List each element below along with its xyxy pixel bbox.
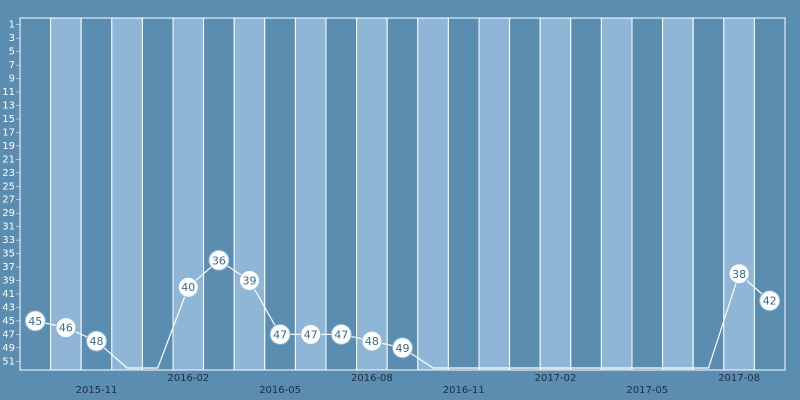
x-tick-label: 2016-02 [167, 373, 209, 384]
column-band [600, 17, 633, 371]
y-tick-label: 21 [2, 154, 15, 165]
point-label: 45 [28, 315, 42, 328]
column-band [447, 17, 480, 371]
point [208, 249, 230, 271]
column-band [325, 17, 358, 371]
y-tick-label: 39 [2, 276, 15, 287]
column-band [509, 17, 541, 371]
y-tick-label: 47 [2, 329, 15, 340]
y-tick-label: 31 [2, 222, 15, 233]
point [239, 270, 260, 291]
column-band [753, 17, 786, 371]
column-band [111, 17, 143, 371]
point [392, 337, 413, 359]
y-tick-label: 27 [2, 195, 15, 206]
point [759, 290, 781, 312]
x-tick-label: 2016-05 [259, 385, 301, 396]
x-tick-label: 2017-02 [535, 373, 577, 384]
y-tick-label: 41 [2, 289, 15, 300]
column-band [631, 17, 664, 371]
column-band [80, 17, 113, 371]
y-tick-label: 1 [9, 20, 15, 31]
column-band [692, 17, 725, 371]
y-tick-label: 35 [2, 249, 15, 260]
point-label: 47 [334, 328, 348, 341]
y-tick-label: 19 [2, 141, 15, 152]
column-band [356, 17, 388, 371]
y-tick-label: 7 [9, 60, 15, 71]
y-tick-label: 11 [2, 87, 15, 98]
point [55, 317, 77, 339]
point-label: 47 [273, 328, 287, 341]
y-tick-label: 51 [2, 356, 15, 367]
column-band [141, 17, 174, 371]
point-label: 39 [243, 275, 257, 288]
y-tick-label: 37 [2, 262, 15, 273]
y-tick-label: 33 [2, 235, 15, 246]
y-tick-label: 25 [2, 181, 15, 192]
point-label: 49 [396, 342, 410, 355]
column-band [50, 17, 82, 371]
x-tick-label: 2015-11 [76, 385, 118, 396]
x-tick-label: 2017-08 [718, 373, 760, 384]
point [361, 330, 383, 352]
column-band [417, 17, 449, 371]
column-band [386, 17, 419, 371]
y-tick-label: 5 [9, 47, 15, 58]
y-tick-label: 29 [2, 208, 15, 219]
y-tick-label: 9 [9, 74, 15, 85]
point [330, 323, 352, 345]
column-band [662, 17, 694, 371]
column-band [478, 17, 511, 371]
y-tick-label: 49 [2, 343, 15, 354]
column-band [723, 17, 755, 371]
column-band [570, 17, 602, 371]
x-tick-label: 2016-08 [351, 373, 393, 384]
column-band [539, 17, 572, 371]
y-tick-label: 17 [2, 127, 15, 138]
column-band [203, 17, 235, 371]
point-label: 48 [90, 335, 104, 348]
point-label: 46 [59, 322, 73, 335]
point-label: 36 [212, 254, 226, 267]
y-tick-label: 45 [2, 316, 15, 327]
x-tick-label: 2017-05 [626, 385, 668, 396]
x-tick-label: 2016-11 [443, 385, 485, 396]
column-band [264, 17, 296, 371]
y-tick-label: 43 [2, 302, 15, 313]
point [24, 310, 46, 332]
point [177, 276, 199, 298]
point-label: 42 [763, 295, 777, 308]
column-band [294, 17, 327, 371]
point-label: 47 [304, 328, 318, 341]
column-band [233, 17, 266, 371]
point [86, 330, 107, 352]
point-label: 40 [181, 281, 195, 294]
point-label: 38 [732, 268, 746, 281]
y-tick-label: 3 [9, 33, 15, 44]
y-tick-label: 13 [2, 101, 15, 112]
point [300, 323, 322, 345]
point-label: 48 [365, 335, 379, 348]
column-band [172, 17, 205, 371]
y-tick-label: 23 [2, 168, 15, 179]
point [269, 323, 291, 345]
point [728, 263, 750, 285]
y-tick-label: 15 [2, 114, 15, 125]
